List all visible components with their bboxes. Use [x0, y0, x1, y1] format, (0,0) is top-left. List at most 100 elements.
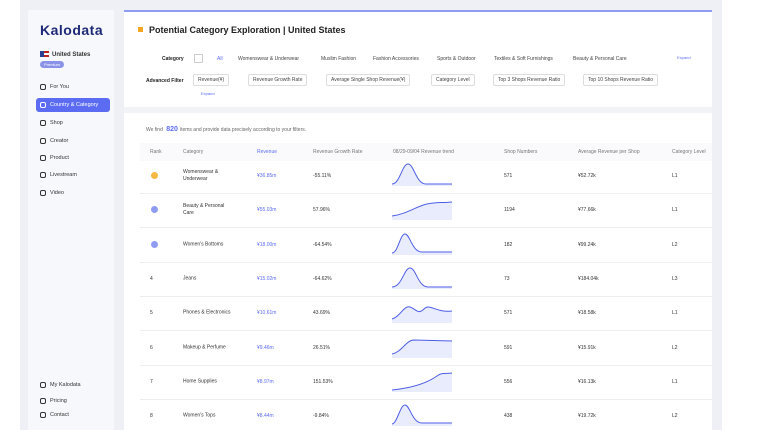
trend-area	[392, 339, 452, 358]
table-cell: 43.69%	[313, 310, 330, 317]
trend-sparkline	[392, 306, 453, 324]
menu-item[interactable]: Product	[36, 151, 110, 165]
table-cell: 556	[504, 378, 513, 385]
sidebar: Kalodata United States Premium For You Co…	[28, 10, 114, 430]
trend-area	[392, 306, 452, 324]
table-cell: ¥9.46m	[257, 344, 274, 351]
table-cell: 591	[504, 344, 513, 351]
column-header[interactable]: Category	[183, 149, 204, 155]
menu-icon	[40, 398, 46, 404]
summary-count: 820	[166, 126, 178, 133]
table-cell: 5	[150, 310, 153, 317]
trend-line	[392, 233, 452, 254]
bottom-item[interactable]: Pricing	[36, 394, 110, 408]
trend-line	[392, 267, 452, 288]
category-option[interactable]: All	[217, 56, 223, 62]
menu-item[interactable]: Livestream	[36, 168, 110, 182]
filter-dropdown[interactable]: Revenue Growth Rate	[248, 74, 308, 86]
table-cell: ¥77.66k	[578, 207, 596, 214]
category-name[interactable]: Jeans	[183, 275, 197, 282]
menu-item[interactable]: Shop	[36, 116, 110, 130]
bottom-item[interactable]: My Kalodata	[36, 378, 110, 392]
table-header-bg	[140, 143, 712, 161]
category-name[interactable]: Phones & Electronics	[183, 309, 231, 316]
column-header[interactable]: Average Revenue per Shop	[578, 149, 640, 155]
column-header[interactable]: Revenue Growth Rate	[313, 149, 363, 155]
title-mark	[138, 27, 143, 32]
expand-button[interactable]: Expand	[677, 55, 691, 60]
filter-dropdown[interactable]: Category Level	[431, 74, 475, 86]
table-cell: -64.62%	[313, 275, 332, 282]
country-select[interactable]: United States	[52, 52, 91, 58]
table-cell: ¥52.72k	[578, 173, 596, 179]
column-header[interactable]: Rank	[150, 149, 162, 155]
filter-dropdown[interactable]: Top 10 Shops Revenue Ratio	[583, 74, 659, 86]
filter-dropdown[interactable]: Revenue(¥)	[193, 74, 230, 86]
filter-dropdown[interactable]: Top 3 Shops Revenue Ratio	[493, 74, 566, 86]
trend-sparkline	[392, 267, 452, 289]
menu-item[interactable]: Video	[36, 186, 110, 200]
category-option[interactable]: Fashion Accessories	[373, 56, 419, 62]
menu-icon	[40, 172, 46, 178]
menu-item[interactable]: For You	[36, 80, 110, 94]
category-option[interactable]: Muslim Fashion	[321, 56, 357, 62]
menu-icon	[40, 412, 46, 418]
table-cell: L1	[672, 173, 678, 179]
table-cell: ¥99.24k	[578, 241, 596, 248]
table-cell: 571	[504, 173, 513, 179]
filter-dropdown[interactable]: Average Single Shop Revenue(¥)	[326, 74, 411, 86]
category-option[interactable]: Textiles & Soft Furnishings	[494, 56, 553, 62]
column-header[interactable]: Shop Numbers	[504, 149, 538, 155]
row-line	[140, 330, 712, 332]
category-option[interactable]: Sports & Outdoor	[437, 56, 476, 62]
table-cell: 6	[150, 344, 153, 351]
menu-icon	[40, 382, 46, 388]
table-cell: ¥15.02m	[257, 275, 277, 282]
category-name[interactable]: Home Supplies	[183, 378, 217, 385]
menu-item[interactable]: Country & Category	[36, 98, 110, 112]
row-line	[140, 295, 712, 297]
category-name[interactable]: Makeup & Perfume	[183, 344, 226, 350]
table-cell: L3	[672, 275, 678, 282]
row-line	[140, 398, 712, 400]
menu-item[interactable]: Creator	[36, 134, 110, 148]
column-header: 08/29-09/04 Revenue trend	[393, 149, 454, 155]
table-cell: ¥18.58k	[578, 310, 596, 317]
category-name[interactable]: Womenswear & Underwear	[183, 169, 219, 182]
row-line	[140, 193, 712, 194]
main-panel: Potential Category Exploration | United …	[124, 10, 712, 432]
category-name[interactable]: Women's Tops	[183, 412, 216, 419]
table-cell: L2	[672, 241, 678, 248]
menu-icon	[40, 155, 46, 161]
trend-line	[392, 338, 453, 354]
table-cell: 182	[504, 241, 513, 248]
trend-area	[392, 233, 452, 255]
table-cell: 73	[504, 275, 510, 282]
column-header[interactable]: Category Level	[672, 149, 706, 155]
table-cell: -9.84%	[313, 413, 329, 420]
table-cell: ¥8.97m	[257, 378, 274, 385]
table-cell: L2	[672, 413, 678, 420]
table-cell: -64.54%	[313, 241, 332, 248]
category-name[interactable]: Women's Bottoms	[183, 241, 224, 248]
table-cell: 26.51%	[313, 344, 330, 351]
table-cell: -55.11%	[313, 173, 332, 179]
expand-button[interactable]: Expand	[201, 91, 215, 96]
table-cell: 8	[150, 413, 153, 420]
column-header[interactable]: Revenue	[257, 149, 278, 155]
category-option[interactable]: Womenswear & Underwear	[238, 56, 300, 62]
trend-sparkline	[392, 404, 452, 427]
logo[interactable]: Kalodata	[40, 22, 104, 38]
table-cell: ¥36.85m	[257, 173, 277, 179]
menu-icon	[40, 120, 46, 126]
checkbox[interactable]	[194, 54, 203, 63]
table-cell: 438	[504, 413, 513, 420]
trend-area	[392, 405, 452, 427]
table-cell: ¥10.61m	[257, 310, 277, 317]
trend-sparkline	[392, 233, 452, 255]
category-option[interactable]: Beauty & Personal Care	[573, 56, 627, 62]
bottom-item[interactable]: Contact	[36, 408, 110, 422]
trend-line	[392, 163, 452, 185]
badge: Premium	[40, 61, 65, 68]
category-name[interactable]: Beauty & Personal Care	[183, 203, 225, 217]
